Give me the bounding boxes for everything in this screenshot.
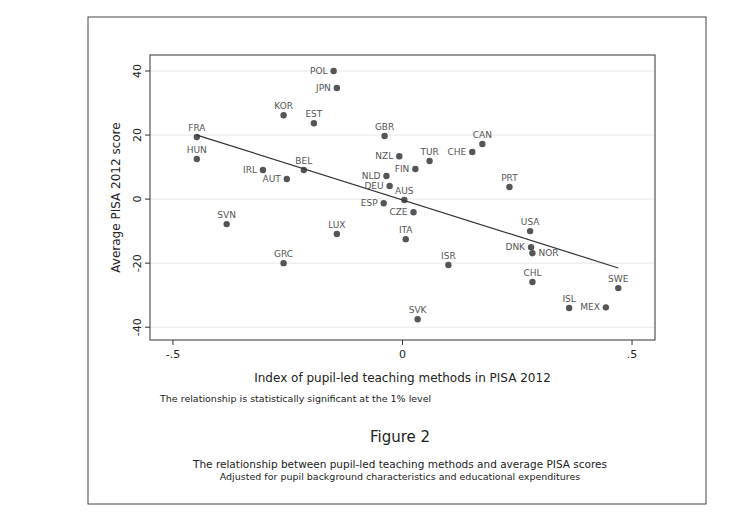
point (334, 231, 340, 237)
point (334, 85, 340, 91)
point (528, 244, 534, 250)
point-label: USA (521, 217, 540, 227)
point (381, 133, 387, 139)
point (380, 200, 386, 206)
point (223, 221, 229, 227)
point-label: CZE (389, 207, 407, 217)
point (403, 236, 409, 242)
point (410, 209, 416, 215)
point-label: DNK (505, 242, 526, 252)
point-label: FIN (395, 164, 410, 174)
x-tick (632, 340, 633, 345)
point-label: CHE (448, 147, 467, 157)
point (280, 112, 286, 118)
point (445, 262, 451, 268)
x-tick-label: 0 (399, 348, 406, 361)
point-label: PRT (501, 173, 518, 183)
point-label: JPN (315, 83, 331, 93)
point (529, 279, 535, 285)
y-axis-label: Average PISA 2012 score (109, 122, 123, 272)
chart: -40 -20 0 20 40 -.5 0 .5 POL JPN KOR EST FRA GBR CAN CH… (0, 0, 750, 519)
point (412, 166, 418, 172)
plot-frame (150, 55, 655, 340)
point-label: CHL (523, 268, 541, 278)
point-label: ITA (399, 225, 413, 235)
x-axis-label: Index of pupil-led teaching methods in P… (254, 371, 551, 385)
point-label: GBR (375, 122, 394, 132)
y-tick (145, 327, 150, 328)
point (260, 167, 266, 173)
plot-area (194, 68, 622, 323)
point-label: POL (310, 66, 328, 76)
point (330, 68, 336, 74)
point (426, 158, 432, 164)
point (414, 316, 420, 322)
point-label: SVN (217, 210, 236, 220)
point (396, 153, 402, 159)
point-label: NOR (538, 248, 558, 258)
point-labels: POL JPN KOR EST FRA GBR CAN CHE NZL TUR HUN FIN IRL B… (187, 66, 629, 315)
y-tick (145, 199, 150, 200)
y-tick (145, 135, 150, 136)
point (284, 176, 290, 182)
y-tick-label: 40 (131, 64, 144, 78)
point (529, 250, 535, 256)
point-label: SWE (608, 274, 629, 284)
point (386, 183, 392, 189)
subtitle: Adjusted for pupil background characteri… (220, 471, 581, 482)
grid-line (150, 327, 655, 328)
x-tick (402, 340, 403, 345)
subtitle: The relationship between pupil-led teach… (192, 458, 607, 470)
x-tick-label: -.5 (166, 348, 180, 361)
point-label: GRC (274, 249, 293, 259)
y-tick (145, 263, 150, 264)
point (479, 141, 485, 147)
point (527, 228, 533, 234)
point-label: HUN (187, 145, 207, 155)
point-label: TUR (419, 147, 438, 157)
y-tick-label: 0 (131, 196, 144, 203)
point-label: AUS (395, 186, 414, 196)
grid-line (150, 71, 655, 72)
point (469, 149, 475, 155)
point-label: ESP (361, 198, 378, 208)
point-label: IRL (243, 165, 257, 175)
point-label: KOR (274, 101, 293, 111)
y-tick-label: 20 (131, 128, 144, 142)
y-tick (145, 71, 150, 72)
point-label: EST (305, 109, 322, 119)
fit-line (197, 135, 618, 268)
point (311, 120, 317, 126)
x-tick (172, 340, 173, 345)
point (506, 184, 512, 190)
point-label: FRA (188, 123, 206, 133)
y-tick-label: -40 (131, 318, 144, 336)
title: Figure 2 (370, 428, 430, 446)
point-label: SVK (409, 305, 428, 315)
point-label: LUX (328, 220, 345, 230)
annotation: The relationship is statistically signif… (159, 393, 431, 404)
point-label: NLD (362, 171, 381, 181)
point (566, 305, 572, 311)
point (603, 304, 609, 310)
point-label: BEL (295, 156, 312, 166)
point-label: CAN (473, 130, 492, 140)
point-label: AUT (263, 174, 282, 184)
grid-line (150, 263, 655, 264)
x-tick-label: .5 (627, 348, 638, 361)
point-label: MEX (580, 302, 600, 312)
outer-frame (88, 17, 706, 504)
y-tick-label: -20 (131, 254, 144, 272)
point-label: NZL (375, 151, 393, 161)
point (194, 134, 200, 140)
grid-line (150, 135, 655, 136)
point (615, 285, 621, 291)
point (383, 173, 389, 179)
point-label: DEU (364, 181, 383, 191)
point (194, 156, 200, 162)
point-label: ISL (562, 294, 575, 304)
point (280, 260, 286, 266)
point-label: ISR (441, 251, 456, 261)
